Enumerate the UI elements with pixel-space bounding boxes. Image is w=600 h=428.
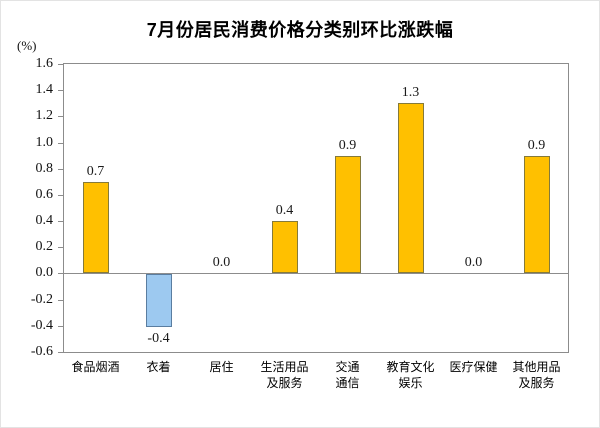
y-axis-unit-label: (%) (17, 38, 37, 53)
bar-value-label: 1.3 (401, 85, 420, 101)
bar-value-label: 0.0 (464, 255, 483, 271)
category-label-line: 娱乐 (398, 376, 423, 390)
y-axis-tick-label: 0.4 (35, 213, 54, 229)
y-axis-tick-mark (58, 221, 63, 223)
category-label-line: 衣着 (146, 360, 171, 374)
category-label-衣着: 衣着 (117, 359, 201, 375)
category-label-line: 教育文化 (386, 360, 435, 374)
y-axis-tick-label: 0.8 (35, 160, 54, 176)
category-label-line: 及服务 (518, 376, 555, 390)
category-label-line: 生活用品 (260, 360, 309, 374)
category-label-其他用品及服务: 其他用品 及服务 (495, 359, 579, 391)
y-axis-tick-label: 1.4 (35, 82, 54, 98)
category-label-line: 医疗保健 (449, 360, 498, 374)
category-label-line: 居住 (209, 360, 234, 374)
bar-value-label: 0.7 (86, 163, 105, 179)
category-label-交通通信: 交通 通信 (306, 359, 390, 391)
bar-value-label: -0.4 (147, 330, 170, 346)
y-axis-tick-label: 0.6 (35, 186, 54, 202)
bar-生活用品及服务 (271, 221, 298, 274)
category-label-生活用品及服务: 生活用品 及服务 (243, 359, 327, 391)
bar-value-label: 0.0 (212, 255, 231, 271)
y-axis-tick-label: 0.2 (35, 239, 54, 255)
category-label-line: 其他用品 (512, 360, 561, 374)
y-axis-tick-mark (58, 325, 63, 327)
y-axis-tick-label: -0.2 (30, 291, 53, 307)
zero-baseline (64, 273, 568, 274)
bar-衣着 (145, 274, 172, 327)
y-axis-tick-mark (58, 90, 63, 92)
bar-value-label: 0.9 (527, 137, 546, 153)
category-label-line: 食品烟酒 (71, 360, 120, 374)
plot-area: 0.7 -0.4 0.0 0.4 0.9 1.3 0.0 0.9 (63, 63, 569, 353)
bar-value-label: 0.4 (275, 203, 294, 219)
y-axis-tick-label: 0.0 (35, 265, 54, 281)
y-axis-tick-label: 1.2 (35, 108, 54, 124)
bar-教育文化娱乐 (397, 103, 424, 274)
category-label-line: 交通 (335, 360, 360, 374)
bar-value-label: 0.9 (338, 137, 357, 153)
category-label-教育文化娱乐: 教育文化 娱乐 (369, 359, 453, 391)
category-label-居住: 居住 (180, 359, 264, 375)
y-axis-tick-label: 1.0 (35, 134, 54, 150)
y-axis-tick-mark (58, 352, 63, 353)
y-axis-tick-mark (58, 116, 63, 118)
y-axis-tick-mark (58, 194, 63, 196)
category-label-食品烟酒: 食品烟酒 (54, 359, 138, 375)
y-axis-tick-mark (58, 299, 63, 301)
bar-食品烟酒 (82, 181, 109, 274)
y-axis-tick-label: -0.6 (30, 344, 53, 359)
bar-其他用品及服务 (523, 155, 550, 274)
y-axis-tick-mark (58, 64, 63, 65)
y-axis-tick-mark (58, 168, 63, 170)
category-label-line: 通信 (335, 376, 360, 390)
bar-交通通信 (334, 155, 361, 274)
y-axis-tick-mark (58, 247, 63, 249)
y-axis-tick-mark (58, 273, 63, 275)
y-axis-tick-label: 1.6 (35, 56, 54, 71)
chart-title: 7月份居民消费价格分类别环比涨跌幅 (146, 20, 454, 40)
category-label-line: 及服务 (266, 376, 303, 390)
y-axis-tick-label: -0.4 (30, 317, 53, 333)
category-label-医疗保健: 医疗保健 (432, 359, 516, 375)
y-axis-tick-mark (58, 142, 63, 144)
